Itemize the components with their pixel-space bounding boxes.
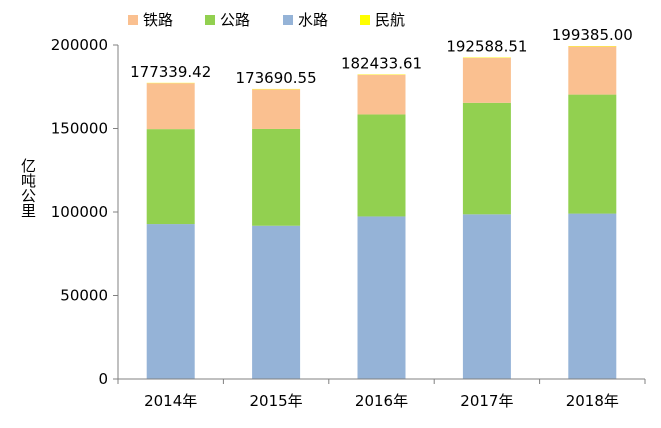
y-axis-title: 亿吨公里 [19,158,37,218]
bar-segment [568,213,617,379]
total-labels: 177339.42 173690.55 182433.61 192588.51 1993… [130,26,633,87]
total-data-label: 192588.51 [446,37,527,55]
x-tick-label: 2014年 [144,392,197,410]
bar-segment [357,74,406,115]
legend-swatch [360,15,370,25]
bar-segment [146,83,195,130]
bar-segment [462,57,511,103]
y-tick-label: 150000 [51,120,108,138]
x-tick-label: 2017年 [460,392,513,410]
legend-swatch [205,15,215,25]
bar-segment [357,216,406,379]
total-data-label: 182433.61 [341,54,422,72]
legend: 铁路 公路 水路 民航 [128,11,405,29]
total-data-label: 173690.55 [236,69,317,87]
bar-segment [357,114,406,217]
y-tick-label: 100000 [51,203,108,221]
y-tick-label: 200000 [51,36,108,54]
bar-segment [462,214,511,379]
bar-segment [146,224,195,379]
bar-segment [568,94,617,214]
y-tick-label: 0 [98,370,108,388]
y-axis: 0 50000 100000 150000 200000 [51,36,119,388]
legend-label: 民航 [375,11,405,29]
bar-segment [252,89,301,129]
total-data-label: 177339.42 [130,63,211,81]
y-tick-label: 50000 [60,287,108,305]
legend-label: 水路 [298,11,328,29]
x-axis: 2014年 2015年 2016年 2017年 2018年 [117,378,646,410]
bars [146,46,617,379]
bar-segment [568,46,617,95]
total-data-label: 199385.00 [552,26,633,44]
bar-segment [252,128,301,226]
legend-swatch [283,15,293,25]
bar-segment [252,225,301,379]
y-axis-label: 亿吨公里 [19,158,37,218]
legend-label: 公路 [220,11,250,29]
bar-segment [146,129,195,225]
x-tick-label: 2015年 [250,392,303,410]
legend-swatch [128,15,138,25]
bar-segment [462,102,511,215]
legend-label: 铁路 [143,11,173,29]
x-tick-label: 2016年 [355,392,408,410]
x-tick-label: 2018年 [566,392,619,410]
